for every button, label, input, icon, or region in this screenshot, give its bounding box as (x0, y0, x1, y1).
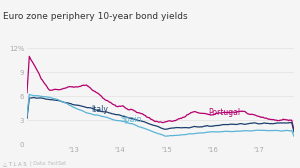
Text: Spain: Spain (120, 115, 142, 124)
Text: Italy: Italy (91, 105, 108, 114)
Text: Portugal: Portugal (208, 108, 241, 117)
Text: | Data: FactSet: | Data: FactSet (30, 161, 66, 166)
Text: Euro zone periphery 10-year bond yields: Euro zone periphery 10-year bond yields (3, 12, 188, 21)
Text: △ T L A S: △ T L A S (3, 161, 27, 166)
